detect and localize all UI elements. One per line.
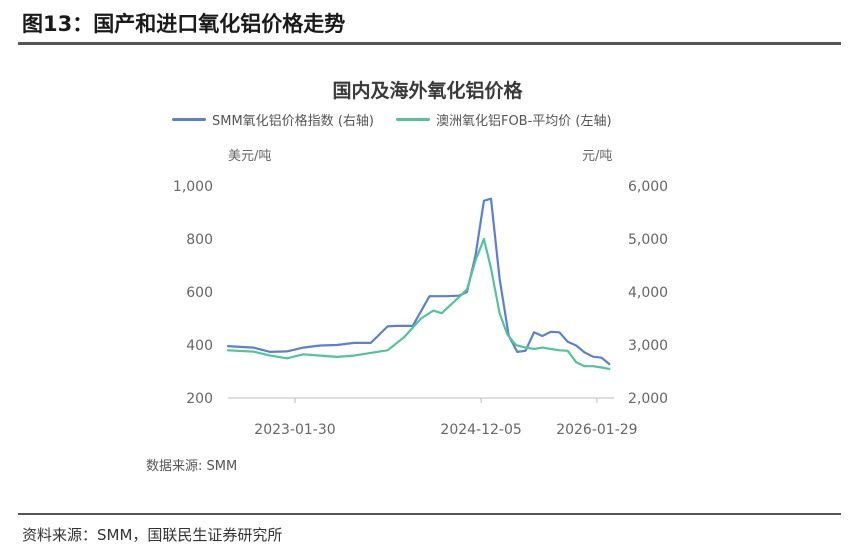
left-tick-label: 400 [186,338,213,354]
x-tick-label: 2024-12-05 [440,422,521,438]
x-tick-label: 2026-01-29 [556,422,637,438]
legend-label-australia: 澳洲氧化铝FOB-平均价 (左轴) [435,114,612,129]
left-axis-unit: 美元/吨 [228,149,272,164]
legend-swatch-smm [172,118,206,121]
right-tick-label: 3,000 [628,338,668,354]
left-tick-label: 200 [186,391,213,407]
left-tick-label: 1,000 [173,179,213,195]
bottom-divider [18,513,841,515]
right-tick-label: 6,000 [628,179,668,195]
top-divider [18,42,841,45]
figure-title: 图13：国产和进口氧化铝价格走势 [22,12,346,36]
legend-label-smm: SMM氧化铝价格指数 (右轴) [212,114,374,129]
left-tick-label: 800 [186,232,213,248]
legend-item-smm: SMM氧化铝价格指数 (右轴) [172,110,374,129]
series-line-australia-fob [226,237,611,370]
figure-source: 资料来源：SMM，国联民生证券研究所 [22,526,283,544]
legend-swatch-australia [395,118,430,121]
chart-legend: SMM氧化铝价格指数 (右轴) 澳洲氧化铝FOB-平均价 (左轴) [172,110,612,129]
right-tick-label: 4,000 [628,285,668,301]
right-tick-label: 2,000 [628,391,668,407]
right-axis-unit: 元/吨 [582,149,613,164]
legend-item-australia: 澳洲氧化铝FOB-平均价 (左轴) [395,110,612,129]
series-line-smm-index [226,197,611,366]
x-tick-label: 2023-01-30 [254,422,335,438]
right-tick-label: 5,000 [628,232,668,248]
chart-title: 国内及海外氧化铝价格 [332,80,523,102]
left-tick-label: 600 [186,285,213,301]
chart-source-note: 数据来源: SMM [146,459,238,474]
